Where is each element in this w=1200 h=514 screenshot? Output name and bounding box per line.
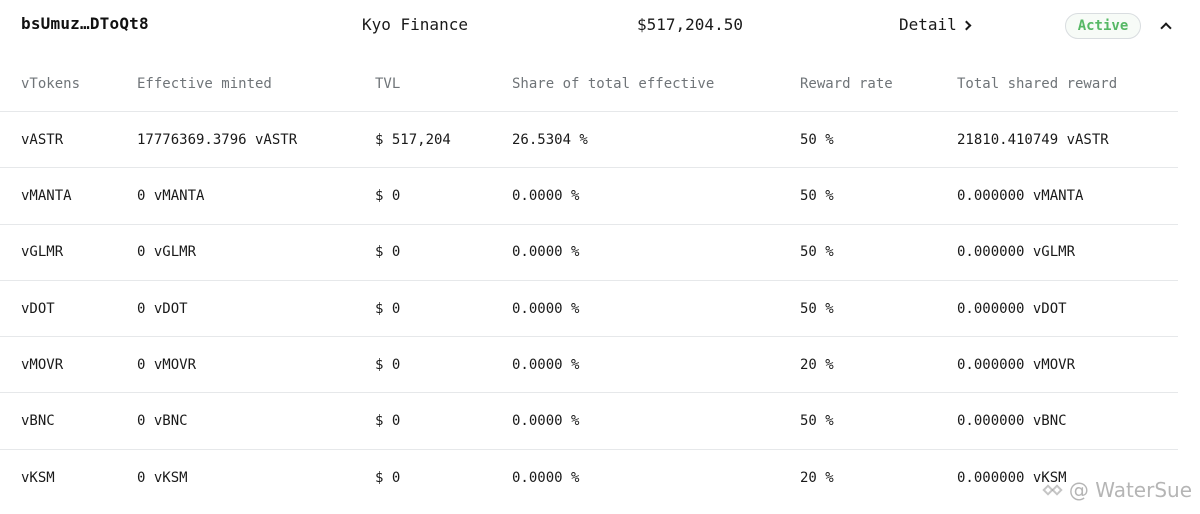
tvl-cell: $ 0	[375, 356, 401, 373]
token-cell: vASTR	[21, 131, 64, 148]
rate-cell: 50 %	[800, 244, 834, 261]
pool-header[interactable]: bsUmuz…DToQt8 Kyo Finance $517,204.50 De…	[0, 0, 1200, 52]
table-row: vBNC 0 vBNC $ 0 0.0000 % 50 % 0.000000 v…	[0, 393, 1178, 450]
table-row: vKSM 0 vKSM $ 0 0.0000 % 20 % 0.000000 v…	[0, 450, 1178, 506]
chevron-right-icon	[961, 20, 972, 30]
token-cell: vKSM	[21, 469, 55, 486]
share-cell: 0.0000 %	[512, 413, 580, 430]
minted-cell: 0 vKSM	[137, 469, 188, 486]
share-cell: 0.0000 %	[512, 187, 580, 204]
token-cell: vMOVR	[21, 356, 64, 373]
rate-cell: 50 %	[800, 413, 834, 430]
token-cell: vDOT	[21, 300, 55, 317]
detail-link[interactable]: Detail	[899, 15, 972, 34]
minted-cell: 0 vMOVR	[137, 356, 197, 373]
minted-cell: 17776369.3796 vASTR	[137, 131, 298, 148]
table-row: vMANTA 0 vMANTA $ 0 0.0000 % 50 % 0.0000…	[0, 168, 1178, 225]
tvl-cell: $ 0	[375, 413, 401, 430]
reward-cell: 0.000000 vMOVR	[957, 356, 1076, 373]
detail-label: Detail	[899, 15, 957, 34]
minted-cell: 0 vBNC	[137, 413, 188, 430]
table-row: vMOVR 0 vMOVR $ 0 0.0000 % 20 % 0.000000…	[0, 337, 1178, 394]
tvl-cell: $ 0	[375, 187, 401, 204]
tvl-cell: $ 0	[375, 469, 401, 486]
reward-cell: 0.000000 vDOT	[957, 300, 1067, 317]
share-cell: 0.0000 %	[512, 244, 580, 261]
pool-address: bsUmuz…DToQt8	[21, 14, 149, 33]
tvl-cell: $ 0	[375, 300, 401, 317]
share-cell: 26.5304 %	[512, 131, 588, 148]
table-header-row: vTokens Effective minted TVL Share of to…	[0, 56, 1178, 112]
token-cell: vBNC	[21, 413, 55, 430]
reward-cell: 0.000000 vMANTA	[957, 187, 1084, 204]
column-header-tvl: TVL	[375, 75, 401, 92]
status-badge: Active	[1065, 13, 1141, 39]
reward-cell: 0.000000 vGLMR	[957, 244, 1076, 261]
share-cell: 0.0000 %	[512, 300, 580, 317]
table-row: vDOT 0 vDOT $ 0 0.0000 % 50 % 0.000000 v…	[0, 281, 1178, 338]
chevron-up-icon	[1160, 22, 1172, 34]
column-header-share: Share of total effective	[512, 75, 715, 92]
minted-cell: 0 vMANTA	[137, 187, 205, 204]
rate-cell: 20 %	[800, 469, 834, 486]
column-header-effective-minted: Effective minted	[137, 75, 272, 92]
column-header-total-shared-reward: Total shared reward	[957, 75, 1118, 92]
share-cell: 0.0000 %	[512, 469, 580, 486]
pool-tvl: $517,204.50	[637, 15, 743, 34]
collapse-button[interactable]	[1156, 17, 1178, 35]
token-table: vTokens Effective minted TVL Share of to…	[0, 56, 1178, 506]
table-row: vGLMR 0 vGLMR $ 0 0.0000 % 50 % 0.000000…	[0, 225, 1178, 281]
tvl-cell: $ 0	[375, 244, 401, 261]
column-header-vtokens: vTokens	[21, 75, 81, 92]
rate-cell: 50 %	[800, 187, 834, 204]
minted-cell: 0 vGLMR	[137, 244, 197, 261]
token-cell: vGLMR	[21, 244, 64, 261]
reward-cell: 21810.410749 vASTR	[957, 131, 1109, 148]
rate-cell: 50 %	[800, 300, 834, 317]
token-cell: vMANTA	[21, 187, 72, 204]
column-header-reward-rate: Reward rate	[800, 75, 893, 92]
share-cell: 0.0000 %	[512, 356, 580, 373]
project-name: Kyo Finance	[362, 15, 468, 34]
reward-cell: 0.000000 vBNC	[957, 413, 1067, 430]
rate-cell: 20 %	[800, 356, 834, 373]
rate-cell: 50 %	[800, 131, 834, 148]
reward-cell: 0.000000 vKSM	[957, 469, 1067, 486]
table-row: vASTR 17776369.3796 vASTR $ 517,204 26.5…	[0, 112, 1178, 169]
minted-cell: 0 vDOT	[137, 300, 188, 317]
tvl-cell: $ 517,204	[375, 131, 451, 148]
